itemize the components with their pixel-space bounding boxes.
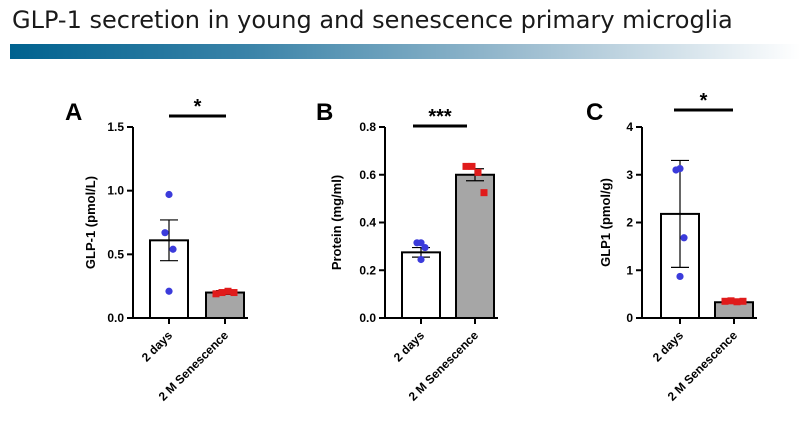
data-point-senescence <box>474 168 482 176</box>
data-point-young <box>417 255 425 264</box>
data-point-senescence <box>224 287 232 295</box>
y-tick-label: 0.0 <box>359 311 376 325</box>
data-point-young <box>165 287 173 295</box>
panel-letter: B <box>316 99 333 126</box>
data-point-young <box>161 229 169 237</box>
data-point-senescence <box>462 162 470 170</box>
page-title: GLP-1 secretion in young and senescence … <box>12 6 733 34</box>
y-tick-label: 0.2 <box>359 263 376 277</box>
y-tick-label: 0 <box>626 311 633 325</box>
data-point-senescence <box>721 297 729 305</box>
y-tick-label: 1.5 <box>107 120 124 134</box>
significance-marker: * <box>194 96 202 118</box>
y-tick-label: 0.5 <box>107 247 124 261</box>
data-point-senescence <box>727 297 735 305</box>
significance-marker: * <box>700 90 708 112</box>
y-tick-label: 0.4 <box>359 216 376 230</box>
category-label: 2 days <box>139 328 176 365</box>
data-point-young <box>672 166 680 174</box>
data-point-senescence <box>480 189 488 197</box>
data-point-young <box>165 190 173 199</box>
data-point-young <box>169 245 177 253</box>
y-axis-label: GLP1 (pmol/g) <box>598 178 613 267</box>
y-tick-label: 2 <box>626 216 633 230</box>
y-axis-label: Protein (mg/ml) <box>329 175 344 270</box>
y-tick-label: 4 <box>626 120 633 134</box>
category-label: 2 days <box>391 328 428 365</box>
data-point-young <box>421 243 429 252</box>
data-point-senescence <box>739 297 747 305</box>
panel-letter: C <box>586 99 603 126</box>
y-tick-label: 1.0 <box>107 184 124 198</box>
bar-senescence <box>205 291 245 319</box>
data-point-senescence <box>218 289 226 297</box>
y-tick-label: 0.8 <box>359 120 376 134</box>
y-tick-label: 0.6 <box>359 168 376 182</box>
data-point-young <box>676 272 684 281</box>
data-point-young <box>413 239 421 247</box>
category-label: 2 days <box>650 328 687 365</box>
panel-letter: A <box>65 99 82 126</box>
bar-young <box>401 251 441 319</box>
data-point-senescence <box>733 298 741 306</box>
data-point-senescence <box>468 162 476 170</box>
data-point-senescence <box>230 289 238 297</box>
significance-marker: *** <box>428 106 452 128</box>
title-gradient-bar <box>10 44 801 59</box>
y-axis-label: GLP-1 (pmol/L) <box>83 176 98 269</box>
data-point-young <box>680 234 688 242</box>
y-tick-label: 0.0 <box>107 311 124 325</box>
y-tick-label: 1 <box>626 263 633 277</box>
bar-senescence <box>455 173 495 319</box>
y-tick-label: 3 <box>626 168 633 182</box>
data-point-senescence <box>212 290 220 298</box>
